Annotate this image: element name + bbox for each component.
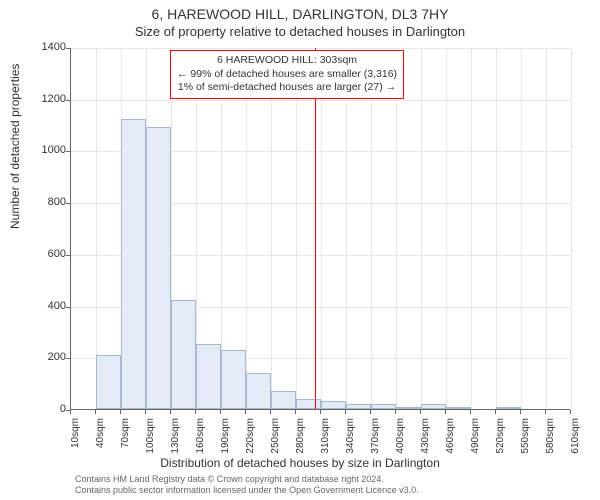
annotation-line: ← 99% of detached houses are smaller (3,… [177, 68, 397, 82]
x-tick-label: 160sqm [195, 418, 206, 478]
histogram-bar [196, 344, 221, 409]
x-tick-label: 10sqm [70, 418, 81, 478]
x-tick-label: 580sqm [545, 418, 556, 478]
gridline-v [571, 48, 572, 409]
gridline-v [471, 48, 472, 409]
histogram-bar [221, 350, 246, 409]
histogram-bar [321, 401, 346, 409]
reference-line [315, 48, 316, 409]
y-tick-label: 0 [16, 403, 66, 415]
x-tick-mark [445, 410, 446, 414]
x-tick-label: 280sqm [295, 418, 306, 478]
y-tick-mark [66, 203, 70, 204]
x-tick-mark [270, 410, 271, 414]
x-tick-mark [495, 410, 496, 414]
histogram-bar [371, 404, 396, 409]
gridline-v [271, 48, 272, 409]
histogram-bar [146, 127, 171, 409]
gridline-v [346, 48, 347, 409]
gridline-v [421, 48, 422, 409]
histogram-bar [496, 407, 521, 409]
x-tick-mark [170, 410, 171, 414]
x-tick-label: 610sqm [570, 418, 581, 478]
gridline-v [446, 48, 447, 409]
footer-line2: Contains public sector information licen… [75, 485, 419, 496]
x-tick-mark [570, 410, 571, 414]
x-tick-label: 520sqm [495, 418, 506, 478]
histogram-bar [396, 407, 421, 409]
x-tick-mark [345, 410, 346, 414]
x-tick-mark [545, 410, 546, 414]
y-tick-label: 200 [16, 351, 66, 363]
y-tick-mark [66, 151, 70, 152]
x-tick-label: 430sqm [420, 418, 431, 478]
gridline-v [321, 48, 322, 409]
x-tick-label: 340sqm [345, 418, 356, 478]
x-tick-label: 370sqm [370, 418, 381, 478]
chart-title-desc: Size of property relative to detached ho… [0, 24, 600, 39]
chart-title-address: 6, HAREWOOD HILL, DARLINGTON, DL3 7HY [0, 6, 600, 22]
chart-container: 6, HAREWOOD HILL, DARLINGTON, DL3 7HY Si… [0, 0, 600, 500]
histogram-bar [121, 119, 146, 409]
x-tick-label: 250sqm [270, 418, 281, 478]
gridline-v [296, 48, 297, 409]
y-tick-label: 600 [16, 248, 66, 260]
histogram-bar [96, 355, 121, 409]
x-tick-mark [195, 410, 196, 414]
histogram-bar [246, 373, 271, 409]
y-tick-label: 1200 [16, 93, 66, 105]
annotation-line: 1% of semi-detached houses are larger (2… [177, 81, 397, 95]
x-tick-mark [220, 410, 221, 414]
plot-area [70, 48, 570, 410]
x-tick-label: 70sqm [120, 418, 131, 478]
x-tick-mark [395, 410, 396, 414]
y-tick-label: 400 [16, 300, 66, 312]
gridline-v [496, 48, 497, 409]
x-tick-label: 130sqm [170, 418, 181, 478]
x-tick-label: 550sqm [520, 418, 531, 478]
gridline-v [521, 48, 522, 409]
histogram-bar [446, 407, 471, 409]
annotation-box: 6 HAREWOOD HILL: 303sqm← 99% of detached… [170, 50, 404, 99]
x-tick-label: 490sqm [470, 418, 481, 478]
x-tick-label: 460sqm [445, 418, 456, 478]
histogram-bar [296, 399, 321, 409]
y-tick-mark [66, 307, 70, 308]
y-tick-label: 800 [16, 196, 66, 208]
x-tick-mark [95, 410, 96, 414]
gridline-v [371, 48, 372, 409]
y-tick-label: 1000 [16, 144, 66, 156]
x-tick-label: 220sqm [245, 418, 256, 478]
y-tick-mark [66, 100, 70, 101]
x-tick-mark [470, 410, 471, 414]
x-tick-mark [520, 410, 521, 414]
x-tick-mark [320, 410, 321, 414]
y-tick-label: 1400 [16, 41, 66, 53]
x-tick-mark [120, 410, 121, 414]
x-tick-label: 40sqm [95, 418, 106, 478]
histogram-bar [171, 300, 196, 409]
histogram-bar [271, 391, 296, 409]
x-tick-label: 310sqm [320, 418, 331, 478]
gridline-v [246, 48, 247, 409]
gridline-v [546, 48, 547, 409]
x-tick-mark [295, 410, 296, 414]
gridline-v [396, 48, 397, 409]
x-tick-mark [370, 410, 371, 414]
histogram-bar [421, 404, 446, 409]
y-tick-mark [66, 358, 70, 359]
x-tick-label: 190sqm [220, 418, 231, 478]
x-tick-label: 100sqm [145, 418, 156, 478]
x-tick-label: 400sqm [395, 418, 406, 478]
x-tick-mark [420, 410, 421, 414]
histogram-bar [346, 404, 371, 409]
x-tick-mark [245, 410, 246, 414]
annotation-line: 6 HAREWOOD HILL: 303sqm [177, 54, 397, 68]
x-tick-mark [70, 410, 71, 414]
y-tick-mark [66, 48, 70, 49]
y-tick-mark [66, 255, 70, 256]
x-tick-mark [145, 410, 146, 414]
